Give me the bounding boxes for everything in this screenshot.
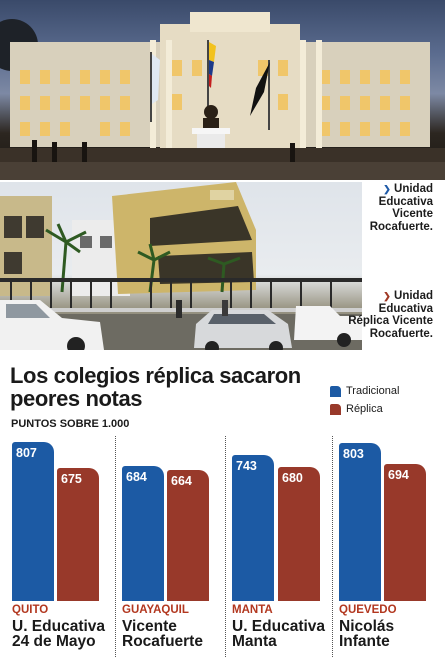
bar-replica-manta [278,467,320,601]
bar-tradicional-quevedo [339,443,381,601]
legend-label-tradicional: Tradicional [346,385,400,397]
caption-traditional-text: Unidad Educativa Vicente Rocafuerte. [369,183,433,233]
bar-tradicional-guayaquil [122,466,164,601]
category-city-label: MANTA [232,604,273,616]
caption-replica-text: Unidad Educativa Réplica Vicente Rocafue… [348,290,433,340]
bar-value-label: 807 [16,446,37,460]
category-school-label: U. Educativa 24 de Mayo [12,618,106,650]
category-divider [115,436,116,657]
bar-value-label: 664 [171,474,192,488]
caption-arrow-icon: ❯ [383,184,391,194]
bar-replica-guayaquil [167,470,209,601]
legend-swatch-tradicional [330,385,341,397]
legend-swatch-replica [330,403,341,415]
chart-title: Los colegios réplica sacaron peores nota… [10,363,301,411]
bar-value-label: 694 [388,468,409,482]
category-city-label: QUITO [12,604,49,616]
chart-subtitle: PUNTOS SOBRE 1.000 [11,418,130,430]
bar-tradicional-quito [12,442,54,601]
caption-replica-school: ❯ Unidad Educativa Réplica Vicente Rocaf… [343,290,433,340]
legend-item-tradicional: Tradicional [330,382,399,400]
category-divider [332,436,333,657]
school-building-street-photo [0,182,362,350]
bar-value-label: 803 [343,447,364,461]
school-building-night-photo [0,0,445,180]
bar-tradicional-manta [232,455,274,601]
category-divider [225,436,226,657]
category-school-label: Nicolás Infante [339,618,395,650]
bar-value-label: 684 [126,470,147,484]
category-school-label: U. Educativa Manta [232,618,326,650]
bar-value-label: 743 [236,459,257,473]
caption-traditional-school: ❯ Unidad Educativa Vicente Rocafuerte. [343,183,433,233]
legend-label-replica: Réplica [346,403,383,415]
category-school-label: Vicente Rocafuerte [122,618,203,650]
caption-arrow-icon: ❯ [383,291,391,301]
bar-replica-quito [57,468,99,601]
category-city-label: GUAYAQUIL [122,604,189,616]
chart-legend: Tradicional Réplica [330,382,399,418]
bar-value-label: 675 [61,472,82,486]
legend-item-replica: Réplica [330,400,399,418]
bar-value-label: 680 [282,471,303,485]
category-city-label: QUEVEDO [339,604,397,616]
bar-replica-quevedo [384,464,426,601]
